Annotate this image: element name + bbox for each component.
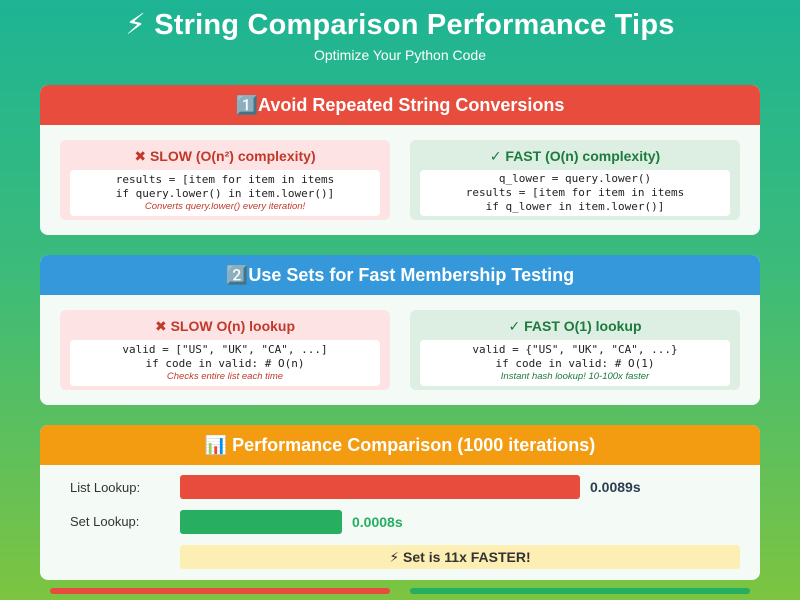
- code-block: q_lower = query.lower() results = [item …: [420, 170, 730, 216]
- code-block: results = [item for item in items if que…: [70, 170, 380, 216]
- code-line: q_lower = query.lower(): [498, 172, 652, 185]
- list-lookup-value: 0.0089s: [590, 479, 641, 495]
- set-lookup-bar: [180, 510, 342, 534]
- code-block: valid = ["US", "UK", "CA", ...] if code …: [70, 340, 380, 386]
- fast-example-panel: ✓ FAST (O(n) complexity) q_lower = query…: [410, 140, 740, 220]
- code-line: if code in valid: # O(n): [145, 357, 305, 370]
- slow-example-panel: ✖ SLOW (O(n²) complexity) results = [ite…: [60, 140, 390, 220]
- slow-label: ✖ SLOW O(n) lookup: [154, 318, 296, 334]
- fast-label: ✓ FAST O(1) lookup: [508, 318, 642, 334]
- code-line: if q_lower in item.lower()]: [485, 200, 665, 213]
- page-subtitle: Optimize Your Python Code: [314, 47, 486, 63]
- code-line: if code in valid: # O(1): [495, 357, 655, 370]
- set-lookup-value: 0.0008s: [352, 514, 403, 530]
- fast-example-panel: ✓ FAST O(1) lookup valid = {"US", "UK", …: [410, 310, 740, 390]
- code-line: results = [item for item in items: [115, 173, 335, 186]
- list-lookup-label: List Lookup:: [70, 480, 141, 495]
- tip-card-string-conversions: 1️⃣Avoid Repeated String Conversions ✖ S…: [40, 85, 760, 235]
- code-note: Converts query.lower() every iteration!: [144, 201, 306, 212]
- code-note: Instant hash lookup! 10-100x faster: [500, 371, 650, 382]
- code-line: valid = ["US", "UK", "CA", ...]: [122, 343, 328, 356]
- list-lookup-bar: [180, 475, 580, 499]
- set-lookup-label: Set Lookup:: [70, 514, 140, 529]
- code-line: results = [item for item in items: [465, 186, 685, 199]
- code-note: Checks entire list each time: [166, 371, 284, 382]
- performance-heading: 📊 Performance Comparison (1000 iteration…: [40, 425, 760, 465]
- fast-label: ✓ FAST (O(n) complexity): [489, 148, 661, 164]
- tip-card-heading: 2️⃣Use Sets for Fast Membership Testing: [40, 255, 760, 295]
- slow-accent-bar: [50, 588, 390, 594]
- fast-accent-bar: [410, 588, 750, 594]
- page-title: ⚡ String Comparison Performance Tips: [125, 9, 675, 41]
- slow-label: ✖ SLOW (O(n²) complexity): [134, 148, 316, 164]
- performance-comparison-card: 📊 Performance Comparison (1000 iteration…: [40, 425, 760, 580]
- code-block: valid = {"US", "UK", "CA", ...} if code …: [420, 340, 730, 386]
- speedup-banner: ⚡ Set is 11x FASTER!: [180, 545, 740, 569]
- tip-card-heading: 1️⃣Avoid Repeated String Conversions: [40, 85, 760, 125]
- tip-card-sets-membership: 2️⃣Use Sets for Fast Membership Testing …: [40, 255, 760, 405]
- code-line: valid = {"US", "UK", "CA", ...}: [472, 343, 678, 356]
- code-line: if query.lower() in item.lower()]: [115, 187, 335, 200]
- slow-example-panel: ✖ SLOW O(n) lookup valid = ["US", "UK", …: [60, 310, 390, 390]
